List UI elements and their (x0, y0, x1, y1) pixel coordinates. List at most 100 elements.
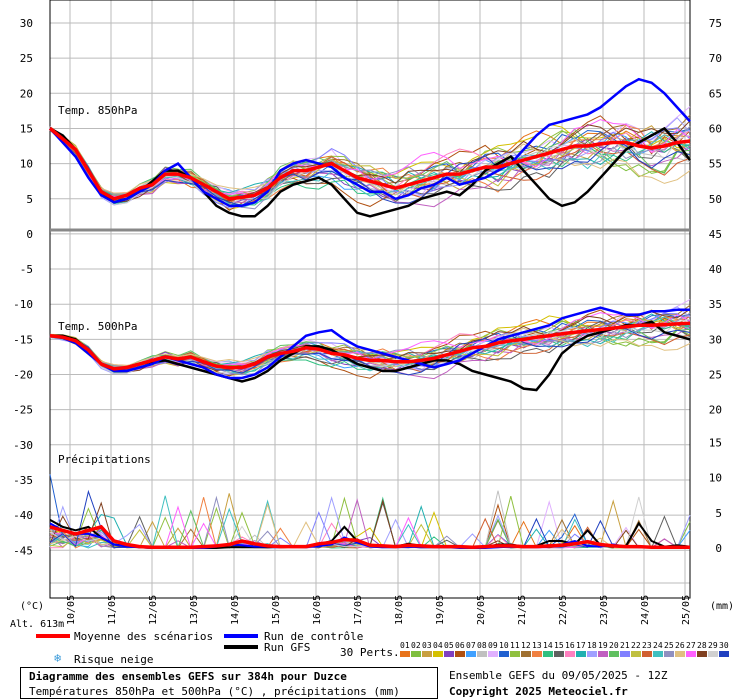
pert-number: 11 (510, 641, 520, 650)
pert-number: 14 (543, 641, 553, 650)
pert-number: 24 (653, 641, 663, 650)
pert-number: 28 (697, 641, 707, 650)
pert-line-500 (49, 326, 691, 380)
control-swatch (224, 634, 258, 638)
x-tick-label: 19/05 (435, 595, 446, 625)
left-tick-label: -20 (13, 369, 33, 382)
pert-number: 02 (411, 641, 421, 650)
copyright-label: Copyright 2025 Meteociel.fr (449, 685, 628, 698)
pert-line-precip (49, 495, 691, 549)
pert-color-swatch (543, 651, 553, 657)
x-tick-label: 17/05 (353, 595, 364, 625)
pert-color-swatch (400, 651, 410, 657)
pert-color-swatch (521, 651, 531, 657)
pert-line-850 (49, 129, 691, 209)
x-tick-label: 13/05 (189, 595, 200, 625)
gfs-legend-label: Run GFS (264, 641, 311, 654)
info-box: Diagramme des ensembles GEFS sur 384h po… (20, 667, 438, 699)
pert-color-swatch (510, 651, 520, 657)
left-tick-label: 0 (26, 228, 33, 241)
temp500-title: Temp. 500hPa (58, 320, 137, 333)
pert-number: 26 (675, 641, 685, 650)
left-tick-label: 5 (26, 193, 33, 206)
left-tick-label: -10 (13, 298, 33, 311)
mean-line-850 (48, 127, 691, 201)
x-tick-label: 22/05 (558, 595, 569, 625)
pert-number: 03 (422, 641, 432, 650)
ensemble-perturbation-lines (49, 106, 691, 550)
diagram-title: Diagramme des ensembles GEFS sur 384h po… (29, 670, 347, 683)
pert-number: 04 (433, 641, 443, 650)
x-tick-label: 12/05 (148, 595, 159, 625)
pert-color-swatch (411, 651, 421, 657)
left-tick-label: 20 (20, 87, 33, 100)
gfs-line-850 (49, 126, 692, 218)
pert-number: 22 (631, 641, 641, 650)
pert-color-swatch (653, 651, 663, 657)
pert-number: 23 (642, 641, 652, 650)
pert-color-swatch (708, 651, 718, 657)
right-tick-precip: 5 (715, 507, 722, 520)
pert-number: 30 (719, 641, 729, 650)
right-tick-500: 35 (709, 298, 722, 311)
pert-color-swatch (488, 651, 498, 657)
gfs-swatch (224, 645, 258, 649)
pert-color-swatch (455, 651, 465, 657)
right-tick-precip: 0 (715, 542, 722, 555)
x-tick-label: 20/05 (476, 595, 487, 625)
pert-number: 27 (686, 641, 696, 650)
x-tick-label: 23/05 (599, 595, 610, 625)
x-tick-label: 14/05 (230, 595, 241, 625)
x-tick-label: 15/05 (271, 595, 282, 625)
pert-line-850 (49, 129, 691, 206)
left-tick-label: -5 (20, 263, 33, 276)
left-tick-label: -40 (13, 509, 33, 522)
pert-color-swatch (587, 651, 597, 657)
pert-number: 20 (609, 641, 619, 650)
pert-number: 08 (477, 641, 487, 650)
pert-line-precip (49, 495, 691, 550)
snowflake-icon: ❄ (54, 651, 62, 665)
pert-color-swatch (664, 651, 674, 657)
pert-color-swatch (719, 651, 729, 657)
pert-color-swatch (675, 651, 685, 657)
pert-number: 19 (598, 641, 608, 650)
snow-legend-label: Risque neige (74, 653, 154, 666)
left-unit-label: (°C) (20, 601, 44, 612)
right-tick-precip: 10 (709, 472, 722, 485)
right-tick-850: 75 (709, 17, 722, 30)
x-tick-label: 21/05 (517, 595, 528, 625)
pert-color-swatch (609, 651, 619, 657)
right-tick-850: 65 (709, 87, 722, 100)
precip-title: Précipitations (58, 453, 151, 466)
pert-number: 09 (488, 641, 498, 650)
pert-number: 12 (521, 641, 531, 650)
pert-number: 13 (532, 641, 542, 650)
right-unit-label: (mm) (710, 601, 734, 612)
right-tick-500: 25 (709, 369, 722, 382)
left-tick-label: -25 (13, 404, 33, 417)
plot-frame (49, 0, 691, 599)
pert-color-swatch (433, 651, 443, 657)
x-tick-label: 16/05 (312, 595, 323, 625)
pert-color-swatch (422, 651, 432, 657)
pert-number: 10 (499, 641, 509, 650)
altitude-label: Alt. 613m (10, 619, 64, 630)
x-tick-label: 25/05 (681, 595, 692, 625)
x-tick-label: 10/05 (66, 595, 77, 625)
left-tick-label: 15 (20, 122, 33, 135)
pert-color-swatch (686, 651, 696, 657)
x-tick-label: 11/05 (107, 595, 118, 625)
right-tick-850: 60 (709, 122, 722, 135)
pert-number: 29 (708, 641, 718, 650)
mean-line-precip (49, 524, 690, 550)
pert-color-swatch (477, 651, 487, 657)
pert-number: 18 (587, 641, 597, 650)
pert-number: 01 (400, 641, 410, 650)
main-series-lines (48, 77, 692, 550)
pert-color-swatch (697, 651, 707, 657)
pert-line-500 (49, 326, 691, 376)
right-tick-500: 40 (709, 263, 722, 276)
left-tick-label: 10 (20, 158, 33, 171)
